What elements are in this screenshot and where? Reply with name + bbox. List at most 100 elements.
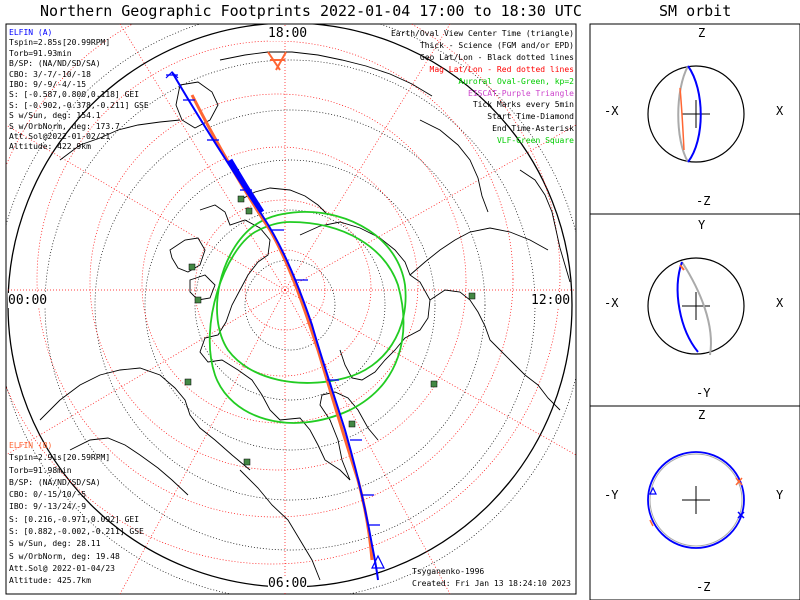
orbit3-up-label: Z xyxy=(698,408,706,422)
vlf-marker xyxy=(348,420,356,428)
vlf-marker xyxy=(243,458,251,466)
vlf-stations xyxy=(184,195,476,466)
legend-entry: Auroral Oval-Green, kp=2 xyxy=(458,76,574,86)
orbit-panel-xz xyxy=(589,23,800,215)
probe-b-orbit xyxy=(679,264,685,271)
probe-a-line: S w/Sun, deg: 154.1 xyxy=(9,111,101,121)
probe-b-orbit xyxy=(679,87,685,151)
probe-a-line: CBO: 3/-7/-10/-18 xyxy=(9,69,91,79)
probe-b-line: IBO: 9/-13/24/-9 xyxy=(9,502,87,512)
probe-a-line: Tspin=2.85s[20.99RPM] xyxy=(9,38,111,48)
probe-a-line: B/SP: (NA/ND/SD/SA) xyxy=(9,59,101,69)
vlf-marker xyxy=(468,292,476,300)
probe-b-name: ELFIN (B) xyxy=(9,441,53,450)
created-timestamp: Created: Fri Jan 13 18:24:10 2023 xyxy=(412,579,571,588)
orbit-plot-xy xyxy=(647,257,745,356)
probe-b-line: S w/OrbNorm, deg: 19.48 xyxy=(9,551,120,561)
map-credits: Tsyganenko-1996 Created: Fri Jan 13 18:2… xyxy=(412,566,571,590)
probe-b-line: Tspin=2.91s[20.59RPM] xyxy=(9,453,111,463)
probe-a-line: IBO: 9/-9/-4/-15 xyxy=(9,80,87,90)
probe-b-line: Altitude: 425.7km xyxy=(9,576,91,586)
orbit3-down-label: -Z xyxy=(696,580,711,594)
earth-outline xyxy=(647,257,745,355)
orbit-panel-title: SM orbit xyxy=(659,2,732,20)
probe-b-info: ELFIN (B) Tspin=2.91s[20.59RPM] Torb=91.… xyxy=(9,440,144,588)
vlf-marker xyxy=(237,195,245,203)
probe-a-end-asterisk xyxy=(165,71,179,79)
orbit2-left-label: -X xyxy=(604,296,619,310)
orbit-plot-yz xyxy=(647,451,745,549)
probe-a-line: S: [-0.902,-0.378,-0.211] GSE xyxy=(9,100,149,110)
legend-entry: Start Time-Diamond xyxy=(487,112,574,122)
map-time-bottom: 06:00 xyxy=(268,576,308,591)
probe-b-line: S: [0.882,-0.002,-0.211] GSE xyxy=(9,527,144,537)
orbit2-down-label: -Y xyxy=(696,386,711,400)
orbit1-up-label: Z xyxy=(698,26,706,40)
vlf-marker xyxy=(188,263,196,271)
probe-a-track-line xyxy=(171,71,379,581)
map-title: Northern Geographic Footprints 2022-01-0… xyxy=(40,2,582,20)
auroral-oval-poleward xyxy=(216,211,407,384)
probe-a-info: ELFIN (A) Tspin=2.85s[20.99RPM] Torb=91.… xyxy=(9,28,149,153)
probe-b-line: CBO: 0/-15/10/-5 xyxy=(9,490,87,500)
map-time-top: 18:00 xyxy=(268,26,308,41)
legend-entry: Geo Lat/Lon - Black dotted lines xyxy=(419,52,574,62)
mag-grid xyxy=(6,24,576,594)
probe-b-line: Att.Sol@ 2022-01-04/23 xyxy=(9,563,115,573)
vlf-marker xyxy=(184,378,192,386)
vlf-marker xyxy=(245,207,253,215)
orbit-track-gray xyxy=(649,453,743,547)
probe-b-line: S: [0.216,-0.971,0.092] GEI xyxy=(9,514,140,524)
probe-b-track xyxy=(190,51,374,561)
map-time-left: 00:00 xyxy=(8,293,48,308)
probe-a-line: S: [-0.587,0.800,0.118] GEI xyxy=(9,90,140,100)
vlf-marker xyxy=(430,380,438,388)
model-credit: Tsyganenko-1996 xyxy=(412,567,485,576)
probe-a-marker xyxy=(737,511,745,519)
legend-entry: EISCAT-Purple Triangle xyxy=(468,88,574,98)
orbit-panel-frames xyxy=(589,23,800,600)
probe-a-name: ELFIN (A) xyxy=(9,28,53,37)
probe-a-triangle xyxy=(649,486,657,495)
orbit2-up-label: Y xyxy=(698,218,706,232)
orbit3-right-label: Y xyxy=(776,488,784,502)
orbit-panel-xy xyxy=(589,213,800,407)
orbit1-left-label: -X xyxy=(604,104,619,118)
probe-b-end-asterisk xyxy=(267,51,287,71)
orbit-track-gray xyxy=(677,65,689,163)
orbit1-down-label: -Z xyxy=(696,194,711,208)
probe-a-line: S w/OrbNorm, deg: 173.7 xyxy=(9,121,120,131)
probe-a-track xyxy=(165,71,385,581)
orbit-plot-xz xyxy=(647,65,745,163)
probe-a-orbit xyxy=(676,261,699,353)
probe-b-line: S w/Sun, deg: 28.11 xyxy=(9,539,101,549)
probe-a-tick-marks xyxy=(166,74,380,526)
orbit-track-gray xyxy=(681,261,712,356)
map-legend: Earth/Oval View Center Time (triangle) T… xyxy=(391,28,574,147)
probe-a-science-segment xyxy=(227,158,265,214)
legend-entry: Earth/Oval View Center Time (triangle) xyxy=(390,29,574,38)
probe-a-line: Torb=91.93min xyxy=(9,48,72,58)
vlf-marker xyxy=(194,296,202,304)
legend-entry: End Time-Asterisk xyxy=(492,124,574,134)
probe-b-triangle xyxy=(649,519,654,527)
auroral-oval-equatorward xyxy=(208,221,405,424)
legend-entry: VLF-Green Square xyxy=(496,136,574,146)
probe-b-line: B/SP: (NA/ND/SD/SA) xyxy=(9,477,101,487)
probe-b-marker xyxy=(735,477,743,486)
probe-a-line: Att.Sol@2022-01-02/21 xyxy=(9,132,111,142)
orbit2-right-label: X xyxy=(776,296,784,310)
map-frame xyxy=(5,23,577,595)
legend-entry: Tick Marks every 5min xyxy=(472,100,574,110)
polar-map xyxy=(6,24,576,594)
coastlines xyxy=(39,51,571,581)
auroral-oval xyxy=(208,211,407,424)
orbit-panel-yz xyxy=(589,405,800,600)
probe-a-orbit xyxy=(647,451,745,549)
legend-entry: Thick - Science (FGM and/or EPD) xyxy=(419,40,574,50)
probe-b-line: Torb=91.98min xyxy=(9,465,72,475)
orbit3-left-label: -Y xyxy=(604,488,619,502)
legend-entry: Mag Lat/Lon - Red dotted lines xyxy=(429,64,575,74)
probe-a-center-triangle xyxy=(371,554,385,569)
